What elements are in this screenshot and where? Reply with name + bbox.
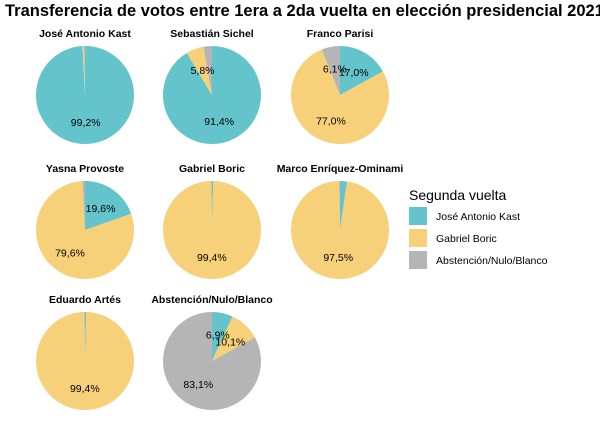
pie-panel: Marco Enríquez-Ominami 97,5% xyxy=(277,163,404,279)
pie-slice xyxy=(340,46,383,95)
pie-slice xyxy=(211,181,212,230)
pie-slice xyxy=(82,46,85,95)
pie-panel: José Antonio Kast 99,2% xyxy=(36,28,135,144)
pie-slice xyxy=(321,46,340,95)
data-label: 99,4% xyxy=(70,383,100,395)
pie-slice xyxy=(163,181,262,279)
pie-panel: Franco Parisi 17,0% 77,0% 6,1% xyxy=(291,28,389,145)
legend-title: Segunda vuelta xyxy=(409,187,507,203)
panel-title: Yasna Provoste xyxy=(46,163,124,175)
panel-title: Abstención/Nulo/Blanco xyxy=(151,294,272,306)
pie-panel: Yasna Provoste 19,6% 79,6% xyxy=(36,163,134,279)
data-label: 6,1% xyxy=(323,64,347,76)
pie-slice xyxy=(84,312,85,361)
pie-panel: Sebastián Sichel 91,4% 5,8% xyxy=(163,28,261,144)
panel-title: Gabriel Boric xyxy=(179,163,245,175)
pie-slice xyxy=(85,180,132,230)
pie-slice xyxy=(85,312,87,361)
legend-swatch xyxy=(409,229,427,247)
data-label: 79,6% xyxy=(55,247,85,259)
chart-title: Transferencia de votos entre 1era a 2da … xyxy=(5,2,600,20)
data-label: 19,6% xyxy=(86,203,116,215)
data-label: 91,4% xyxy=(204,116,234,128)
data-label: 99,4% xyxy=(197,252,227,264)
panel-title: Sebastián Sichel xyxy=(170,28,254,40)
legend-label: Abstención/Nulo/Blanco xyxy=(436,255,548,267)
pie-slice xyxy=(36,46,135,144)
pie-slice xyxy=(339,181,340,230)
data-label: 5,8% xyxy=(191,65,215,77)
data-label: 6,9% xyxy=(206,330,230,342)
pie-slice xyxy=(36,312,135,410)
pie-panel: Gabriel Boric 99,4% xyxy=(163,163,262,279)
data-label: 97,5% xyxy=(323,252,353,264)
pie-slice xyxy=(36,181,134,279)
pie-slice xyxy=(212,316,255,361)
pie-slice xyxy=(186,46,212,95)
legend: Segunda vuelta José Antonio Kast Gabriel B… xyxy=(409,187,548,269)
data-label: 99,2% xyxy=(71,117,101,129)
data-label: 77,0% xyxy=(316,115,346,127)
legend-swatch xyxy=(409,251,427,269)
pie-slice xyxy=(203,46,212,95)
panel-title: José Antonio Kast xyxy=(39,28,131,40)
pie-slice xyxy=(340,181,348,230)
pie-panel: Eduardo Artés 99,4% xyxy=(36,294,135,410)
legend-swatch xyxy=(409,207,427,225)
data-label: 10,1% xyxy=(215,336,245,348)
panel-title: Franco Parisi xyxy=(307,28,374,40)
pie-slice xyxy=(291,49,389,145)
legend-label: Gabriel Boric xyxy=(436,233,497,245)
pie-slice xyxy=(212,181,214,230)
data-label: 17,0% xyxy=(339,67,369,79)
legend-label: José Antonio Kast xyxy=(436,211,520,223)
pie-slice xyxy=(162,312,261,410)
panel-title: Marco Enríquez-Ominami xyxy=(277,163,404,175)
pie-slice xyxy=(212,312,233,361)
pie-slice xyxy=(82,181,85,230)
data-label: 83,1% xyxy=(183,379,213,391)
pie-slice xyxy=(291,181,390,279)
pie-panel: Abstención/Nulo/Blanco 6,9%10,1% 83,1% xyxy=(151,294,273,410)
panel-title: Eduardo Artés xyxy=(49,294,121,306)
pie-slice xyxy=(84,46,85,95)
